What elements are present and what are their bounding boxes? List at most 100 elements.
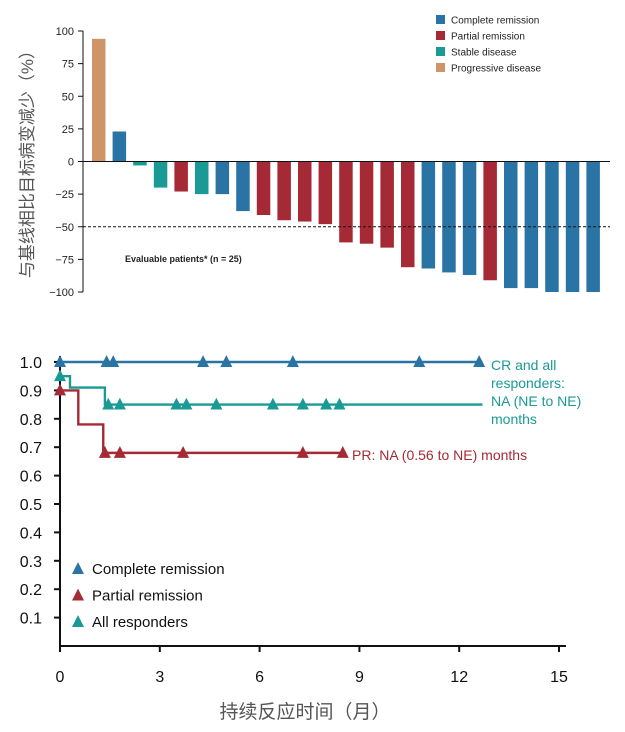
waterfall-bar bbox=[359, 161, 374, 244]
km-y-tick-label: 0.9 bbox=[20, 383, 42, 400]
km-x-ticks: 0 3 6 9 12 15 bbox=[56, 646, 568, 686]
waterfall-bars bbox=[92, 38, 600, 292]
km-series bbox=[54, 355, 486, 458]
km-censor-marker bbox=[296, 397, 309, 410]
waterfall-bar bbox=[565, 161, 580, 292]
km-x-tick-label: 15 bbox=[550, 669, 568, 686]
km-censor-marker bbox=[197, 355, 210, 367]
duration-of-response-chart: 0.10.20.30.40.50.60.70.80.91.0 0 3 6 9 12 15 … bbox=[20, 355, 582, 723]
km-legend-marker bbox=[72, 615, 84, 627]
waterfall-bar bbox=[195, 161, 209, 195]
waterfall-bar bbox=[504, 161, 518, 289]
km-censor-marker bbox=[54, 383, 66, 396]
waterfall-y-tick-label: 25 bbox=[62, 124, 74, 136]
waterfall-legend-swatch bbox=[436, 15, 445, 24]
km-censor-marker bbox=[107, 355, 120, 367]
km-y-tick-label: 0.4 bbox=[20, 525, 42, 542]
km-censor-marker bbox=[286, 355, 299, 367]
km-legend-marker bbox=[72, 562, 84, 574]
waterfall-legend: Complete remission Partial remission Stabl… bbox=[436, 15, 541, 75]
km-y-ticks: 0.1 0.2 0.3 0.4 0.5 0.6 0.7 0.8 0.9 1.0 bbox=[20, 355, 60, 628]
km-censor-marker bbox=[336, 446, 349, 458]
km-censor-marker bbox=[296, 446, 309, 458]
km-y-tick-label: 0.7 bbox=[20, 440, 42, 457]
cr-annotation-line: responders: bbox=[491, 375, 565, 391]
waterfall-y-tick-label: −50 bbox=[55, 222, 74, 234]
waterfall-y-tick-label: 50 bbox=[62, 91, 74, 103]
cr-annotation-line: months bbox=[491, 411, 537, 427]
km-curve bbox=[60, 389, 347, 455]
km-y-tick-label: 0.6 bbox=[20, 469, 42, 486]
cr-annotation-line: CR and all bbox=[491, 357, 556, 373]
km-censor-marker bbox=[320, 397, 333, 410]
waterfall-bar bbox=[483, 161, 497, 281]
km-curve bbox=[60, 375, 483, 406]
waterfall-bar bbox=[462, 161, 477, 276]
waterfall-legend-label: Complete remission bbox=[451, 16, 539, 27]
waterfall-legend-swatch bbox=[436, 63, 445, 72]
waterfall-y-tick-label: −100 bbox=[49, 287, 74, 299]
km-x-tick-label: 3 bbox=[155, 669, 164, 686]
waterfall-chart: 与基线相比目标病变减少（%） 100 75 50 25 0 −25 −50 −75 −100 E… bbox=[18, 15, 610, 299]
km-censor-marker bbox=[473, 355, 486, 367]
waterfall-legend-swatch bbox=[436, 47, 445, 56]
km-legend-label: Partial remission bbox=[92, 588, 203, 605]
km-y-tick-label: 0.5 bbox=[20, 497, 42, 514]
waterfall-bar bbox=[112, 131, 127, 162]
km-censor-marker bbox=[98, 446, 111, 458]
waterfall-bar bbox=[524, 161, 539, 289]
waterfall-y-ticks: 100 75 50 25 0 −25 −50 −75 −100 bbox=[49, 26, 83, 299]
km-y-tick-label: 0.3 bbox=[20, 554, 42, 571]
waterfall-bar bbox=[401, 161, 415, 268]
km-x-axis-label: 持续反应时间（月） bbox=[219, 701, 390, 723]
km-censor-marker bbox=[113, 397, 126, 410]
waterfall-y-tick-label: 0 bbox=[68, 157, 74, 169]
waterfall-bar bbox=[298, 161, 312, 222]
cr-median-annotation: CR and all responders: NA (NE to NE) mon… bbox=[491, 357, 581, 427]
waterfall-y-axis-label: 与基线相比目标病变减少（%） bbox=[18, 42, 37, 278]
km-legend-marker bbox=[72, 588, 84, 601]
waterfall-bar bbox=[92, 38, 106, 162]
km-censor-marker bbox=[54, 355, 66, 367]
km-censor-marker bbox=[113, 446, 126, 458]
waterfall-legend-swatch bbox=[436, 31, 445, 40]
km-x-tick-label: 0 bbox=[56, 669, 65, 686]
km-y-tick-label: 0.2 bbox=[20, 582, 42, 599]
km-censor-marker bbox=[266, 397, 279, 410]
waterfall-y-tick-label: −25 bbox=[55, 189, 74, 201]
km-x-tick-label: 6 bbox=[255, 669, 264, 686]
km-censor-marker bbox=[413, 355, 426, 367]
waterfall-bar bbox=[256, 161, 271, 216]
km-censor-marker bbox=[210, 397, 223, 410]
km-legend-label: All responders bbox=[92, 614, 188, 631]
km-x-tick-label: 9 bbox=[355, 669, 364, 686]
km-x-tick-label: 12 bbox=[450, 669, 468, 686]
km-censor-marker bbox=[220, 355, 233, 367]
waterfall-y-tick-label: 75 bbox=[62, 59, 74, 71]
waterfall-bar bbox=[133, 161, 147, 166]
km-y-tick-label: 1.0 bbox=[20, 355, 42, 372]
waterfall-bar bbox=[442, 161, 456, 273]
waterfall-bar bbox=[174, 161, 188, 192]
waterfall-bar bbox=[339, 161, 353, 243]
pr-median-annotation: PR: NA (0.56 to NE) months bbox=[352, 447, 527, 463]
cr-annotation-line: NA (NE to NE) bbox=[491, 393, 581, 409]
waterfall-legend-label: Partial remission bbox=[451, 32, 525, 43]
waterfall-y-tick-label: 100 bbox=[56, 26, 74, 38]
km-censor-marker bbox=[177, 446, 190, 458]
waterfall-bar bbox=[236, 161, 250, 212]
waterfall-legend-label: Stable disease bbox=[451, 48, 517, 59]
km-censor-marker bbox=[102, 397, 115, 410]
waterfall-bar bbox=[380, 161, 394, 248]
km-y-tick-label: 0.8 bbox=[20, 412, 42, 429]
waterfall-bar bbox=[318, 161, 333, 225]
waterfall-bar bbox=[545, 161, 559, 292]
waterfall-bar bbox=[153, 161, 168, 188]
waterfall-y-tick-label: −75 bbox=[55, 254, 74, 266]
km-censor-marker bbox=[333, 397, 346, 410]
km-censor-marker bbox=[180, 397, 193, 410]
km-censor-marker bbox=[54, 369, 66, 382]
evaluable-patients-note: Evaluable patients* (n = 25) bbox=[125, 254, 242, 264]
km-y-tick-label: 0.1 bbox=[20, 611, 42, 628]
